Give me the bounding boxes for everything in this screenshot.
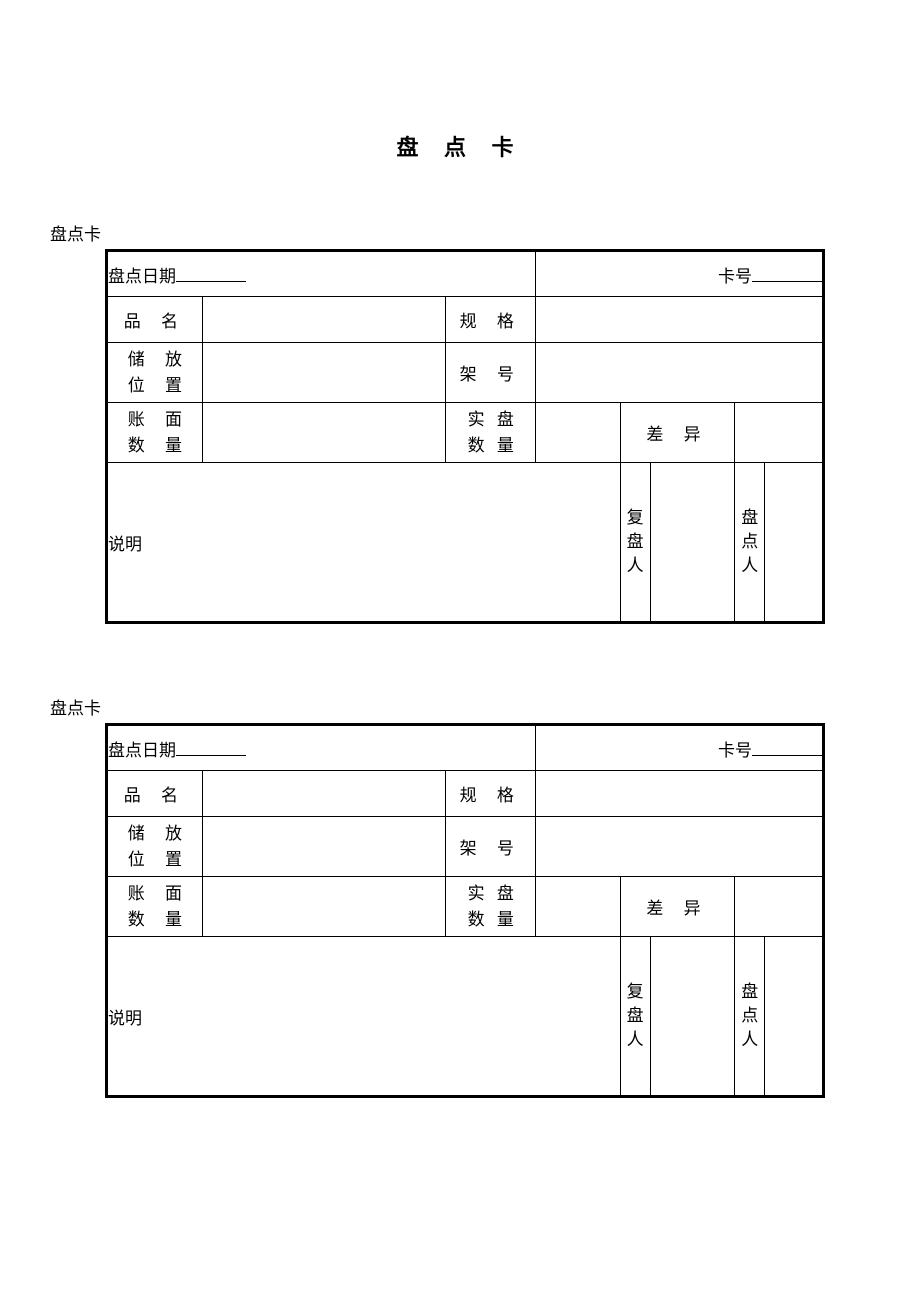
actual-quantity-value: [536, 403, 621, 463]
actual-qty-line2: 数 量: [446, 907, 535, 933]
book-qty-line2: 数 量: [108, 907, 202, 933]
book-quantity-value: [202, 877, 446, 937]
storage-location-value: [202, 343, 446, 403]
shelf-number-label: 架 号: [446, 817, 536, 877]
book-qty-line1: 账 面: [108, 881, 202, 907]
card-section-label: 盘点卡: [50, 694, 920, 719]
card-number-cell: 卡号: [536, 725, 824, 771]
variance-value: [735, 877, 824, 937]
book-qty-line2: 数 量: [108, 433, 202, 459]
inventory-card-table: 盘点日期 卡号 品 名 规 格 储 放 位 置 架 号 账 面 数 量: [105, 249, 825, 624]
rechecker-value: [650, 463, 735, 623]
book-quantity-value: [202, 403, 446, 463]
counter-c1: 盘: [735, 506, 764, 530]
counter-value: [765, 937, 824, 1097]
variance-label: 差 异: [620, 877, 735, 937]
card-number-label: 卡号: [718, 267, 752, 286]
card-number-cell: 卡号: [536, 251, 824, 297]
card-section-label: 盘点卡: [50, 220, 920, 245]
counter-label: 盘 点 人: [735, 937, 765, 1097]
product-name-value: [202, 771, 446, 817]
storage-loc-line2: 位 置: [108, 847, 202, 873]
counter-c1: 盘: [735, 980, 764, 1004]
inventory-card-table: 盘点日期 卡号 品 名 规 格 储 放 位 置 架 号 账 面 数 量: [105, 723, 825, 1098]
actual-quantity-label: 实 盘 数 量: [446, 403, 536, 463]
book-quantity-label: 账 面 数 量: [107, 877, 203, 937]
spec-label: 规 格: [446, 771, 536, 817]
actual-qty-line1: 实 盘: [446, 407, 535, 433]
storage-location-value: [202, 817, 446, 877]
rechecker-c3: 人: [621, 554, 650, 578]
rechecker-c1: 复: [621, 506, 650, 530]
counter-c3: 人: [735, 1028, 764, 1052]
description-label: 说明: [108, 1009, 142, 1028]
actual-quantity-label: 实 盘 数 量: [446, 877, 536, 937]
inventory-card-2: 盘点卡 盘点日期 卡号 品 名 规 格 储 放 位 置 架 号: [0, 694, 920, 1098]
rechecker-c2: 盘: [621, 1004, 650, 1028]
storage-location-label: 储 放 位 置: [107, 343, 203, 403]
rechecker-value: [650, 937, 735, 1097]
variance-label: 差 异: [620, 403, 735, 463]
counter-c2: 点: [735, 530, 764, 554]
counter-c2: 点: [735, 1004, 764, 1028]
inventory-date-cell: 盘点日期: [107, 725, 536, 771]
shelf-number-label: 架 号: [446, 343, 536, 403]
date-blank-line: [176, 265, 246, 282]
date-blank-line: [176, 739, 246, 756]
variance-value: [735, 403, 824, 463]
actual-qty-line2: 数 量: [446, 433, 535, 459]
page-title: 盘 点 卡: [0, 130, 920, 162]
counter-label: 盘 点 人: [735, 463, 765, 623]
card-number-label: 卡号: [718, 741, 752, 760]
rechecker-c1: 复: [621, 980, 650, 1004]
cardno-blank-line: [752, 265, 822, 282]
counter-value: [765, 463, 824, 623]
storage-loc-line2: 位 置: [108, 373, 202, 399]
inventory-card-1: 盘点卡 盘点日期 卡号 品 名 规 格 储 放 位 置 架 号: [0, 220, 920, 624]
inventory-date-cell: 盘点日期: [107, 251, 536, 297]
description-cell: 说明: [107, 463, 621, 623]
spec-label: 规 格: [446, 297, 536, 343]
product-name-label: 品 名: [107, 297, 203, 343]
product-name-value: [202, 297, 446, 343]
actual-quantity-value: [536, 877, 621, 937]
book-quantity-label: 账 面 数 量: [107, 403, 203, 463]
counter-c3: 人: [735, 554, 764, 578]
spec-value: [536, 771, 824, 817]
description-label: 说明: [108, 535, 142, 554]
inventory-date-label: 盘点日期: [108, 741, 176, 760]
product-name-label: 品 名: [107, 771, 203, 817]
storage-loc-line1: 储 放: [108, 821, 202, 847]
book-qty-line1: 账 面: [108, 407, 202, 433]
rechecker-c2: 盘: [621, 530, 650, 554]
storage-loc-line1: 储 放: [108, 347, 202, 373]
description-cell: 说明: [107, 937, 621, 1097]
rechecker-c3: 人: [621, 1028, 650, 1052]
inventory-date-label: 盘点日期: [108, 267, 176, 286]
rechecker-label: 复 盘 人: [620, 937, 650, 1097]
actual-qty-line1: 实 盘: [446, 881, 535, 907]
shelf-number-value: [536, 343, 824, 403]
shelf-number-value: [536, 817, 824, 877]
spec-value: [536, 297, 824, 343]
storage-location-label: 储 放 位 置: [107, 817, 203, 877]
cardno-blank-line: [752, 739, 822, 756]
rechecker-label: 复 盘 人: [620, 463, 650, 623]
